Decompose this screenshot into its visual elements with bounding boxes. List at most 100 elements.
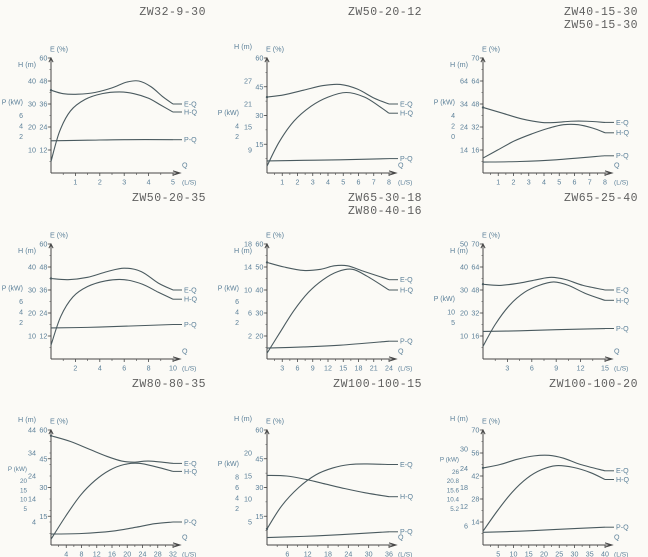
svg-text:20.8: 20.8: [447, 478, 460, 485]
svg-text:4: 4: [235, 124, 239, 131]
svg-text:20: 20: [540, 551, 548, 557]
svg-text:30: 30: [255, 309, 263, 318]
svg-text:H (m): H (m): [18, 60, 36, 69]
svg-text:H-Q: H-Q: [616, 297, 629, 305]
svg-text:48: 48: [471, 100, 479, 109]
svg-text:H (m): H (m): [450, 414, 468, 423]
svg-text:H-Q: H-Q: [184, 296, 197, 304]
svg-text:H-Q: H-Q: [616, 129, 629, 137]
svg-text:P-Q: P-Q: [400, 338, 413, 346]
svg-text:Q: Q: [398, 348, 404, 356]
svg-text:P-Q: P-Q: [184, 321, 197, 329]
svg-text:H (m): H (m): [234, 414, 252, 423]
svg-text:2: 2: [451, 124, 455, 131]
svg-text:2: 2: [235, 506, 239, 513]
svg-text:24: 24: [344, 551, 352, 557]
svg-text:64: 64: [471, 77, 479, 86]
svg-text:4: 4: [235, 310, 239, 317]
svg-text:H (m): H (m): [234, 42, 252, 51]
svg-text:64: 64: [471, 263, 479, 272]
svg-text:(L/S): (L/S): [398, 552, 412, 557]
svg-text:10: 10: [447, 310, 455, 317]
svg-text:56: 56: [471, 449, 479, 458]
svg-text:4: 4: [19, 124, 23, 131]
svg-text:E-Q: E-Q: [184, 286, 197, 294]
svg-text:60: 60: [255, 426, 263, 435]
svg-text:30: 30: [39, 483, 47, 492]
svg-text:15: 15: [244, 123, 252, 132]
svg-text:P (kW): P (kW): [434, 296, 455, 303]
svg-text:20: 20: [123, 551, 131, 557]
svg-text:E (%): E (%): [266, 417, 284, 426]
svg-text:30: 30: [460, 445, 468, 454]
svg-text:H-Q: H-Q: [400, 110, 413, 118]
svg-text:2: 2: [248, 332, 252, 341]
svg-text:P-Q: P-Q: [184, 136, 197, 144]
svg-text:30: 30: [255, 483, 263, 492]
svg-text:50: 50: [255, 263, 263, 272]
svg-text:H (m): H (m): [18, 415, 36, 424]
svg-text:40: 40: [460, 263, 468, 272]
svg-text:Q: Q: [614, 348, 620, 356]
svg-text:H (m): H (m): [234, 246, 252, 255]
svg-text:30: 30: [571, 551, 579, 557]
svg-text:E-Q: E-Q: [184, 100, 197, 108]
svg-text:P-Q: P-Q: [400, 155, 413, 163]
svg-text:H-Q: H-Q: [400, 493, 413, 501]
svg-text:Q: Q: [182, 162, 188, 170]
svg-text:20: 20: [20, 478, 28, 485]
svg-text:30: 30: [460, 286, 468, 295]
svg-text:24: 24: [139, 551, 147, 557]
svg-text:48: 48: [471, 286, 479, 295]
svg-text:21: 21: [244, 100, 252, 109]
svg-text:30: 30: [365, 551, 373, 557]
svg-text:15: 15: [39, 512, 47, 521]
svg-text:24: 24: [460, 123, 468, 132]
svg-text:64: 64: [460, 77, 468, 86]
svg-text:P-Q: P-Q: [616, 152, 629, 160]
svg-text:H-Q: H-Q: [184, 468, 197, 476]
svg-text:12: 12: [93, 551, 101, 557]
svg-text:P (kW): P (kW): [2, 286, 23, 293]
svg-text:24: 24: [39, 123, 47, 132]
svg-text:(L/S): (L/S): [614, 552, 628, 557]
svg-text:E-Q: E-Q: [184, 460, 197, 468]
svg-text:0: 0: [451, 134, 455, 141]
svg-text:Q: Q: [614, 534, 620, 542]
svg-text:40: 40: [28, 77, 36, 86]
svg-text:28: 28: [471, 495, 479, 504]
svg-text:18: 18: [460, 483, 468, 492]
svg-text:16: 16: [471, 146, 479, 155]
svg-text:6: 6: [248, 309, 252, 318]
svg-text:5: 5: [23, 506, 27, 513]
svg-text:10.4: 10.4: [447, 497, 460, 504]
svg-text:9: 9: [248, 146, 252, 155]
svg-text:E (%): E (%): [50, 231, 68, 240]
svg-text:6: 6: [285, 551, 289, 557]
svg-text:15.6: 15.6: [447, 487, 460, 494]
svg-text:H-Q: H-Q: [616, 476, 629, 484]
svg-text:P (kW): P (kW): [2, 100, 23, 107]
svg-text:2: 2: [19, 134, 23, 141]
svg-text:12: 12: [39, 146, 47, 155]
svg-text:44: 44: [28, 426, 36, 435]
svg-text:10: 10: [510, 551, 518, 557]
svg-text:10: 10: [460, 332, 468, 341]
svg-text:Q: Q: [614, 162, 620, 170]
svg-text:40: 40: [601, 551, 609, 557]
svg-text:P (kW): P (kW): [218, 461, 239, 468]
svg-text:42: 42: [471, 472, 479, 481]
svg-text:E-Q: E-Q: [616, 467, 629, 475]
svg-text:Q: Q: [182, 348, 188, 356]
svg-text:E-Q: E-Q: [400, 100, 413, 108]
svg-text:E (%): E (%): [482, 45, 500, 54]
svg-text:H (m): H (m): [18, 246, 36, 255]
svg-text:P (kW): P (kW): [218, 286, 239, 293]
svg-text:35: 35: [586, 551, 594, 557]
svg-text:34: 34: [28, 449, 36, 458]
svg-text:32: 32: [471, 123, 479, 132]
svg-text:5.2: 5.2: [450, 506, 459, 513]
svg-text:P (kW): P (kW): [440, 457, 459, 464]
svg-text:15: 15: [255, 140, 263, 149]
svg-text:60: 60: [39, 426, 47, 435]
